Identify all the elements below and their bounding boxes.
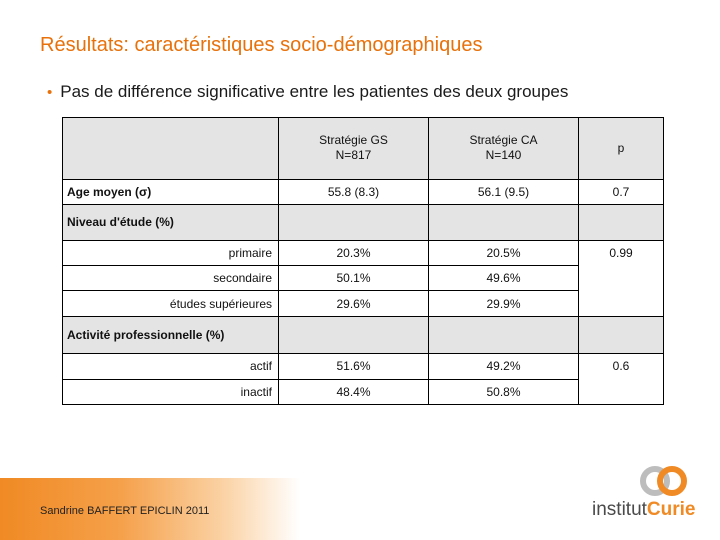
- activite-ca-empty: [428, 315, 579, 355]
- table-row: secondaire 50.1% 49.6%: [62, 265, 664, 292]
- niveau-row-ca: 49.6%: [428, 265, 579, 292]
- niveau-row-gs: 20.3%: [278, 239, 429, 267]
- niveau-label: Niveau d'étude (%): [62, 204, 279, 241]
- header-empty-cell: [62, 117, 279, 180]
- activite-gs-empty: [278, 315, 429, 355]
- table-row: inactif 48.4% 50.8%: [62, 378, 664, 406]
- niveau-row-gs: 29.6%: [278, 290, 429, 317]
- results-table: Stratégie GS N=817 Stratégie CA N=140 p Ag…: [62, 117, 664, 406]
- header-gs-line1: Stratégie GS: [319, 133, 388, 148]
- institut-curie-logo: institutCurie: [592, 461, 702, 523]
- header-gs-line2: N=817: [335, 148, 372, 163]
- niveau-row-label: primaire: [62, 239, 279, 267]
- table-row: Activité professionnelle (%): [62, 315, 664, 355]
- table-row: primaire 20.3% 20.5% 0.99: [62, 239, 664, 317]
- activite-row-gs: 51.6%: [278, 353, 429, 380]
- header-row: Stratégie GS N=817 Stratégie CA N=140 p: [62, 117, 664, 180]
- table-row: Age moyen (σ) 55.8 (8.3) 56.1 (9.5) 0.7: [62, 178, 664, 206]
- niveau-row-label: secondaire: [62, 265, 279, 292]
- header-ca: Stratégie CA N=140: [428, 117, 579, 180]
- slide-title: Résultats: caractéristiques socio-démogr…: [40, 34, 483, 56]
- niveau-row-gs: 50.1%: [278, 265, 429, 292]
- activite-row-gs: 48.4%: [278, 378, 429, 406]
- activite-p: 0.6: [578, 353, 664, 405]
- bullet-text: Pas de différence significative entre le…: [60, 82, 569, 101]
- header-gs: Stratégie GS N=817: [278, 117, 429, 180]
- header-ca-line2: N=140: [485, 148, 522, 163]
- age-ca: 56.1 (9.5): [428, 178, 579, 206]
- activite-row-ca: 49.2%: [428, 353, 579, 380]
- activite-label: Activité professionnelle (%): [62, 315, 279, 355]
- logo-text-institut: institut: [592, 499, 647, 520]
- niveau-gs-empty: [278, 204, 429, 241]
- table-row: études supérieures 29.6% 29.9%: [62, 290, 664, 317]
- niveau-row-label: études supérieures: [62, 290, 279, 317]
- activite-row-label: actif: [62, 353, 279, 380]
- age-label: Age moyen (σ): [62, 178, 279, 206]
- niveau-ca-empty: [428, 204, 579, 241]
- table-row: actif 51.6% 49.2% 0.6: [62, 353, 664, 405]
- niveau-row-ca: 20.5%: [428, 239, 579, 267]
- header-ca-line1: Stratégie CA: [469, 133, 538, 148]
- logo-text-curie: Curie: [646, 499, 696, 520]
- curie-rings-icon: [640, 466, 687, 496]
- activite-p-empty: [578, 315, 664, 355]
- header-p: p: [578, 117, 664, 180]
- age-p: 0.7: [578, 178, 664, 206]
- bullet-point: • Pas de différence significative entre l…: [47, 82, 568, 102]
- table-row: Niveau d'étude (%): [62, 204, 664, 241]
- footer-text: Sandrine BAFFERT EPICLIN 2011: [40, 505, 210, 517]
- logo-text: institutCurie: [592, 499, 696, 521]
- niveau-p-empty: [578, 204, 664, 241]
- footer-band: [0, 478, 300, 540]
- bullet-icon: •: [47, 84, 53, 101]
- niveau-p: 0.99: [578, 239, 664, 317]
- niveau-row-ca: 29.9%: [428, 290, 579, 317]
- age-gs: 55.8 (8.3): [278, 178, 429, 206]
- activite-row-label: inactif: [62, 378, 279, 406]
- activite-row-ca: 50.8%: [428, 378, 579, 406]
